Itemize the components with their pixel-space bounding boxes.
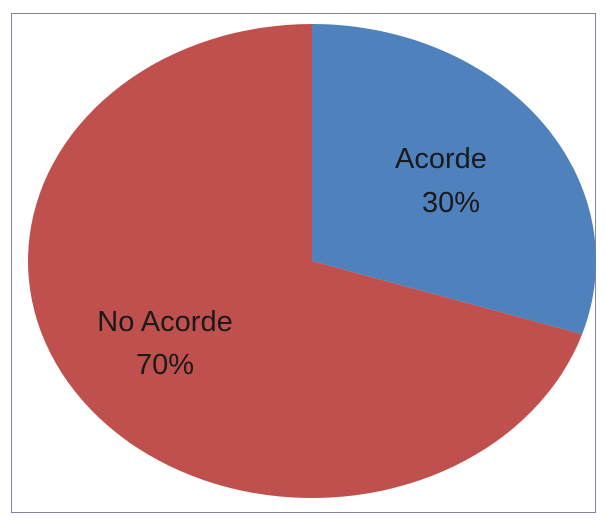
slice-label-no-acorde-percent: 70% — [136, 349, 194, 381]
pie-slices — [28, 24, 596, 498]
slice-label-no-acorde-name: No Acorde — [97, 306, 232, 338]
pie-labels: Acorde 30% No Acorde 70% — [97, 143, 487, 381]
slice-label-acorde-percent: 30% — [422, 187, 480, 219]
pie-slice-acorde — [312, 24, 596, 335]
slice-label-acorde-name: Acorde — [395, 143, 487, 175]
pie-slice-no-acorde — [28, 24, 583, 498]
